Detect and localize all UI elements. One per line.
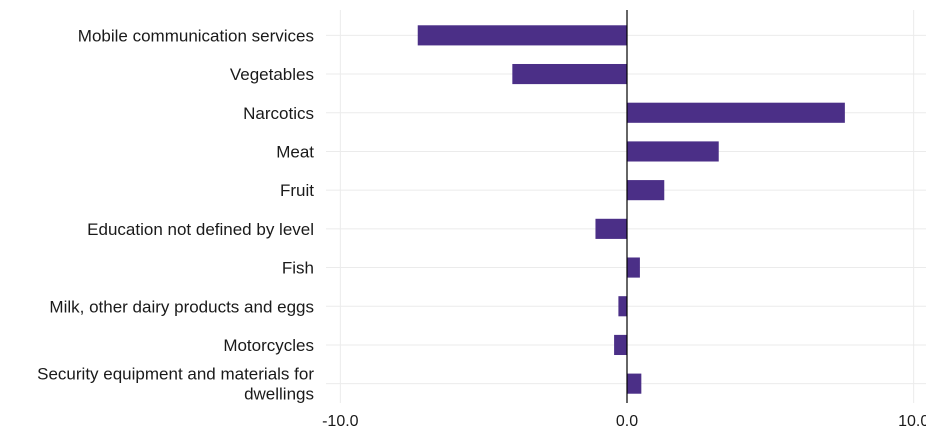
category-label: Vegetables xyxy=(230,65,314,84)
bar xyxy=(627,373,642,394)
bar xyxy=(618,296,627,317)
category-label: Fruit xyxy=(280,181,314,200)
category-label: Mobile communication services xyxy=(78,26,314,45)
bar xyxy=(627,257,640,278)
bar xyxy=(595,218,627,239)
category-label: Motorcycles xyxy=(223,336,314,355)
bar xyxy=(614,334,627,356)
category-label: Meat xyxy=(276,142,314,161)
category-label-layer: Mobile communication services Vegetables N… xyxy=(37,26,314,403)
bar xyxy=(627,141,719,162)
x-tick-label: 0.0 xyxy=(616,413,638,428)
bar xyxy=(627,102,845,123)
bar xyxy=(627,180,665,201)
bar-layer xyxy=(417,25,845,394)
category-label: Security equipment and materials for dwel… xyxy=(37,365,314,404)
bar xyxy=(417,25,627,46)
category-label: Fish xyxy=(282,259,314,278)
x-tick-label-layer: -10.0 0.0 10.0 xyxy=(322,413,926,428)
category-label: Education not defined by level xyxy=(87,220,314,239)
x-tick-label: -10.0 xyxy=(322,413,359,428)
x-tick-label: 10.0 xyxy=(898,413,926,428)
category-label: Milk, other dairy products and eggs xyxy=(49,297,314,316)
category-label: Narcotics xyxy=(243,104,314,123)
bar xyxy=(512,63,627,85)
